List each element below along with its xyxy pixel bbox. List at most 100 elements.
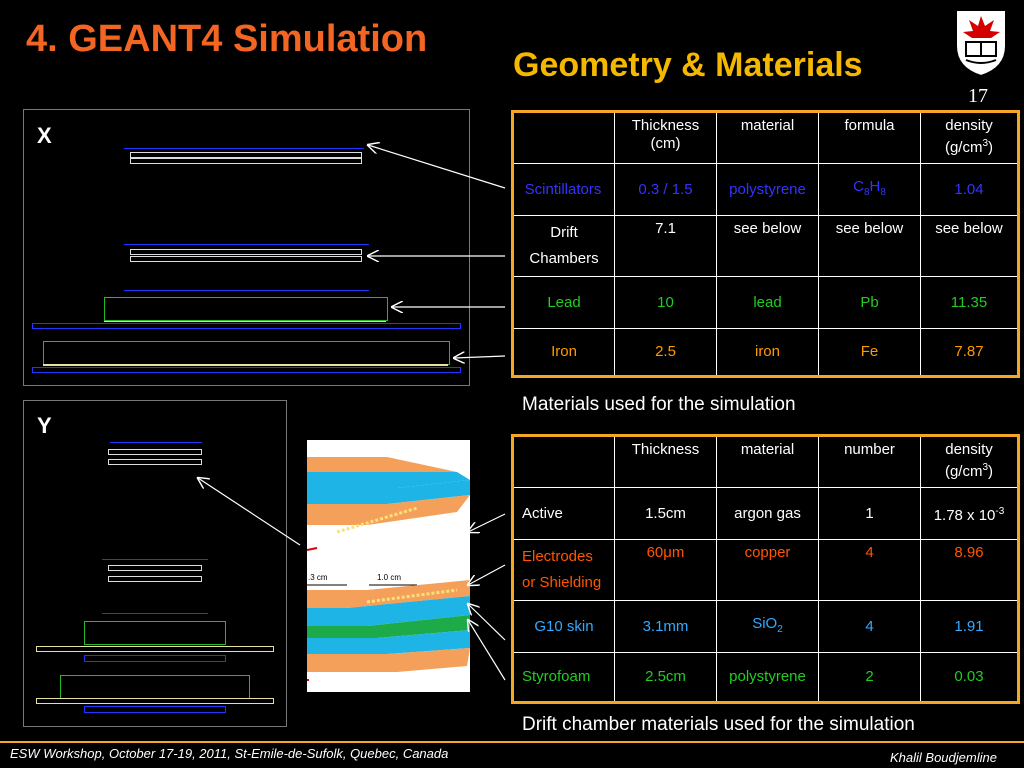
row-formula: Fe [818,328,921,377]
drift-chamber-materials-table: Thickness material number density (g/cm3)… [511,434,1020,704]
x-view-panel: X [23,109,470,386]
x-lead-base [104,321,386,322]
table-row: Electrodes or Shielding 60μm copper 4 8.9… [512,539,1019,601]
row-density: 0.03 [920,652,1019,703]
x-blue-plate-2 [32,367,461,373]
row-thickness: 0.3 / 1.5 [614,163,717,216]
row-material: copper [716,539,819,601]
x-scintillator-top-line [124,148,364,149]
y-blue-plate-1 [84,655,226,662]
row-name: Lead [512,276,615,329]
row-material: iron [716,328,819,377]
slide-subtitle: Geometry & Materials [513,46,863,84]
y-lead-block [84,621,226,645]
table-header-row: Thickness material number density (g/cm3) [512,435,1019,488]
footer-divider [0,741,1024,743]
row-density: 1.78 x 10-3 [920,487,1019,540]
row-thickness: 2.5cm [614,652,717,703]
x-drift-chamber-top-1 [130,152,362,158]
footer-event: ESW Workshop, October 17-19, 2011, St-Em… [10,746,449,761]
y-scintillator-top-line [110,442,202,443]
row-material: see below [716,215,819,277]
slide-number: 17 [968,85,988,107]
y-view-label: Y [37,413,52,438]
table-header-cell: formula [818,111,921,164]
row-formula: C8H8 [818,163,921,216]
y-blue-plate-2 [84,706,226,713]
row-thickness: 7.1 [614,215,717,277]
x-scintillator-lead-line [124,290,369,291]
row-density: see below [920,215,1019,277]
row-material: argon gas [716,487,819,540]
row-density: 1.91 [920,600,1019,653]
table-row: Iron 2.5 iron Fe 7.87 [512,328,1019,377]
table-header-cell: number [818,435,921,488]
table-header-cell [512,435,615,488]
y-scintillator-mid-line [102,559,208,560]
table-row: Lead 10 lead Pb 11.35 [512,276,1019,329]
row-thickness: 1.5cm [614,487,717,540]
row-density: 8.96 [920,539,1019,601]
row-material: lead [716,276,819,329]
row-density: 7.87 [920,328,1019,377]
table2-caption: Drift chamber materials used for the sim… [522,714,915,735]
y-scintillator-lead-line [102,613,208,614]
university-crest-logo [955,9,1007,78]
dimension-label-b: 1.0 cm [377,573,401,582]
y-iron-base [36,698,274,704]
table-row: Active 1.5cm argon gas 1 1.78 x 10-3 [512,487,1019,540]
row-number: 4 [818,539,921,601]
table-row: Drift Chambers 7.1 see below see below se… [512,215,1019,277]
row-formula: Pb [818,276,921,329]
row-material: SiO2 [716,600,819,653]
table-header-cell: density (g/cm3) [920,435,1019,488]
x-iron-base [43,364,448,366]
x-drift-chamber-mid-2 [130,256,362,262]
table-row: G10 skin 3.1mm SiO2 4 1.91 [512,600,1019,653]
row-number: 4 [818,600,921,653]
y-drift-chamber-mid-2 [108,576,202,582]
slide-title: 4. GEANT4 Simulation [26,18,428,60]
table-header-cell: Thickness [614,435,717,488]
x-view-label: X [37,123,52,148]
table-header-cell: Thickness (cm) [614,111,717,164]
row-name: Active [512,487,615,540]
dimension-label-a: .3 cm [308,573,328,582]
row-material: polystyrene [716,163,819,216]
table-header-cell [512,111,615,164]
table-row: Styrofoam 2.5cm polystyrene 2 0.03 [512,652,1019,703]
x-blue-plate-1 [32,323,461,329]
row-name: Scintillators [512,163,615,216]
row-thickness: 60μm [614,539,717,601]
x-lead-block [104,297,388,321]
materials-table: Thickness (cm) material formula density (g… [511,110,1020,378]
row-thickness: 3.1mm [614,600,717,653]
y-lead-base [36,646,274,652]
row-name: G10 skin [512,600,615,653]
y-drift-chamber-mid-1 [108,565,202,571]
table-header-row: Thickness (cm) material formula density (g… [512,111,1019,164]
row-material: polystyrene [716,652,819,703]
row-formula: see below [818,215,921,277]
row-number: 2 [818,652,921,703]
table-header-cell: material [716,435,819,488]
footer-author: Khalil Boudjemline [890,750,997,765]
table-header-cell: material [716,111,819,164]
row-name: Electrodes or Shielding [512,539,615,601]
row-density: 1.04 [920,163,1019,216]
x-drift-chamber-top-2 [130,158,362,164]
row-name: Iron [512,328,615,377]
row-density: 11.35 [920,276,1019,329]
row-name: Drift Chambers [512,215,615,277]
row-number: 1 [818,487,921,540]
row-thickness: 10 [614,276,717,329]
y-view-panel: Y [23,400,287,727]
x-drift-chamber-mid-1 [130,249,362,255]
table-row: Scintillators 0.3 / 1.5 polystyrene C8H8… [512,163,1019,216]
table-header-cell: density (g/cm3) [920,111,1019,164]
row-thickness: 2.5 [614,328,717,377]
row-name: Styrofoam [512,652,615,703]
drift-chamber-diagram: .3 cm 1.0 cm [307,440,470,692]
x-scintillator-mid-line [124,244,369,245]
